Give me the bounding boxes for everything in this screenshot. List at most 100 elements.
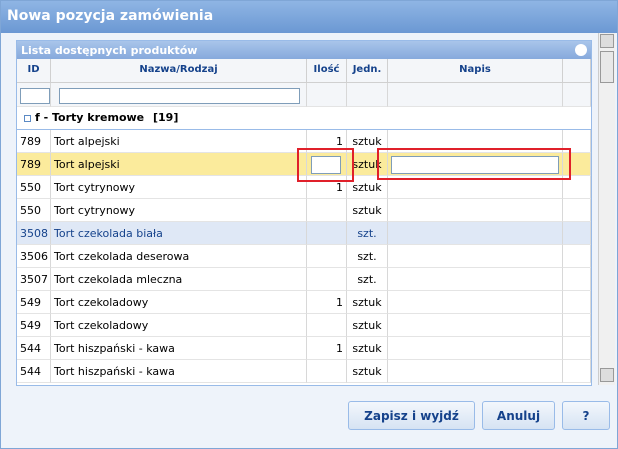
- row-text: [388, 314, 563, 337]
- button[interactable]: Anuluj: [482, 401, 555, 430]
- row-qty: 1: [307, 176, 347, 199]
- filter-cell: [563, 83, 591, 107]
- group-count: [19]: [153, 111, 179, 124]
- row-qty: [307, 222, 347, 245]
- scroll-down[interactable]: [600, 368, 614, 382]
- row-unit: szt.: [347, 245, 388, 268]
- row-extra: [563, 291, 591, 314]
- row-id: 3508: [17, 222, 51, 245]
- column-header[interactable]: Jedn.: [347, 59, 388, 83]
- qty-input[interactable]: [311, 156, 341, 174]
- row-extra: [563, 360, 591, 383]
- button[interactable]: Zapisz i wyjdź: [348, 401, 475, 430]
- row-qty: 1: [307, 291, 347, 314]
- row-qty: [307, 153, 347, 176]
- column-header[interactable]: Nazwa/Rodzaj: [51, 59, 307, 83]
- row-text: [388, 291, 563, 314]
- row-id: 549: [17, 314, 51, 337]
- filter-cell: [307, 83, 347, 107]
- column-header: [563, 59, 591, 83]
- row-extra: [563, 153, 591, 176]
- row-qty: 1: [307, 337, 347, 360]
- row-id: 549: [17, 291, 51, 314]
- row-id: 3506: [17, 245, 51, 268]
- row-qty: [307, 314, 347, 337]
- row-text: [388, 245, 563, 268]
- table-row[interactable]: 544 Tort hiszpański - kawa sztuk: [17, 360, 591, 383]
- collapse-button[interactable]: [575, 44, 587, 56]
- row-text: [388, 360, 563, 383]
- row-qty: [307, 245, 347, 268]
- row-name: Tort alpejski: [51, 130, 307, 153]
- table-row[interactable]: 549 Tort czekoladowy 1 sztuk: [17, 291, 591, 314]
- row-text: [388, 199, 563, 222]
- row-name: Tort czekoladowy: [51, 291, 307, 314]
- button[interactable]: ?: [562, 401, 610, 430]
- row-unit: sztuk: [347, 130, 388, 153]
- row-unit: szt.: [347, 268, 388, 291]
- row-id: 789: [17, 130, 51, 153]
- row-extra: [563, 199, 591, 222]
- table-row[interactable]: 549 Tort czekoladowy sztuk: [17, 314, 591, 337]
- row-extra: [563, 245, 591, 268]
- row-qty: [307, 360, 347, 383]
- row-id: 550: [17, 176, 51, 199]
- table-row[interactable]: 3506 Tort czekolada deserowa szt.: [17, 245, 591, 268]
- row-qty: [307, 268, 347, 291]
- column-header[interactable]: Napis: [388, 59, 563, 83]
- id-filter[interactable]: [20, 88, 50, 104]
- row-extra: [563, 222, 591, 245]
- row-unit: sztuk: [347, 291, 388, 314]
- row-text: [388, 153, 563, 176]
- row-id: 3507: [17, 268, 51, 291]
- table-row[interactable]: 3508 Tort czekolada biała szt.: [17, 222, 591, 245]
- highlight-box: [297, 148, 354, 182]
- row-name: Tort czekoladowy: [51, 314, 307, 337]
- row-unit: szt.: [347, 222, 388, 245]
- row-extra: [563, 337, 591, 360]
- table-row[interactable]: 544 Tort hiszpański - kawa 1 sztuk: [17, 337, 591, 360]
- column-header[interactable]: ID: [17, 59, 51, 83]
- scroll-up[interactable]: [600, 34, 614, 48]
- row-extra: [563, 268, 591, 291]
- table-row[interactable]: 789 Tort alpejski 1 sztuk: [17, 130, 591, 153]
- name-filter[interactable]: [59, 88, 300, 104]
- row-name: Tort cytrynowy: [51, 199, 307, 222]
- group-name: f - Torty kremowe: [35, 111, 145, 124]
- row-text: [388, 176, 563, 199]
- row-id: 789: [17, 153, 51, 176]
- row-id: 550: [17, 199, 51, 222]
- row-name: Tort hiszpański - kawa: [51, 337, 307, 360]
- table-row[interactable]: 550 Tort cytrynowy 1 sztuk: [17, 176, 591, 199]
- scroll-thumb[interactable]: [600, 51, 614, 83]
- row-unit: sztuk: [347, 337, 388, 360]
- table-row[interactable]: 550 Tort cytrynowy sztuk: [17, 199, 591, 222]
- filter-cell: [388, 83, 563, 107]
- row-name: Tort alpejski: [51, 153, 307, 176]
- dialog-title: Nowa pozycja zamówienia: [1, 1, 617, 33]
- table-row[interactable]: 789 Tort alpejski sztuk: [17, 153, 591, 176]
- table-row[interactable]: 3507 Tort czekolada mleczna szt.: [17, 268, 591, 291]
- row-extra: [563, 176, 591, 199]
- row-unit: sztuk: [347, 199, 388, 222]
- row-text: [388, 337, 563, 360]
- scrollbar[interactable]: [598, 33, 615, 385]
- text-input[interactable]: [391, 156, 559, 174]
- row-id: 544: [17, 337, 51, 360]
- highlight-box: [377, 148, 571, 180]
- row-unit: sztuk: [347, 360, 388, 383]
- column-header[interactable]: Ilość: [307, 59, 347, 83]
- filter-cell: [347, 83, 388, 107]
- row-name: Tort czekolada deserowa: [51, 245, 307, 268]
- row-extra: [563, 130, 591, 153]
- row-text: [388, 130, 563, 153]
- group-toggle[interactable]: [24, 115, 31, 122]
- row-qty: 1: [307, 130, 347, 153]
- row-text: [388, 222, 563, 245]
- row-unit: sztuk: [347, 153, 388, 176]
- row-text: [388, 268, 563, 291]
- product-panel: Lista dostępnych produktów ID Nazwa/Rodza…: [16, 40, 592, 386]
- row-name: Tort czekolada mleczna: [51, 268, 307, 291]
